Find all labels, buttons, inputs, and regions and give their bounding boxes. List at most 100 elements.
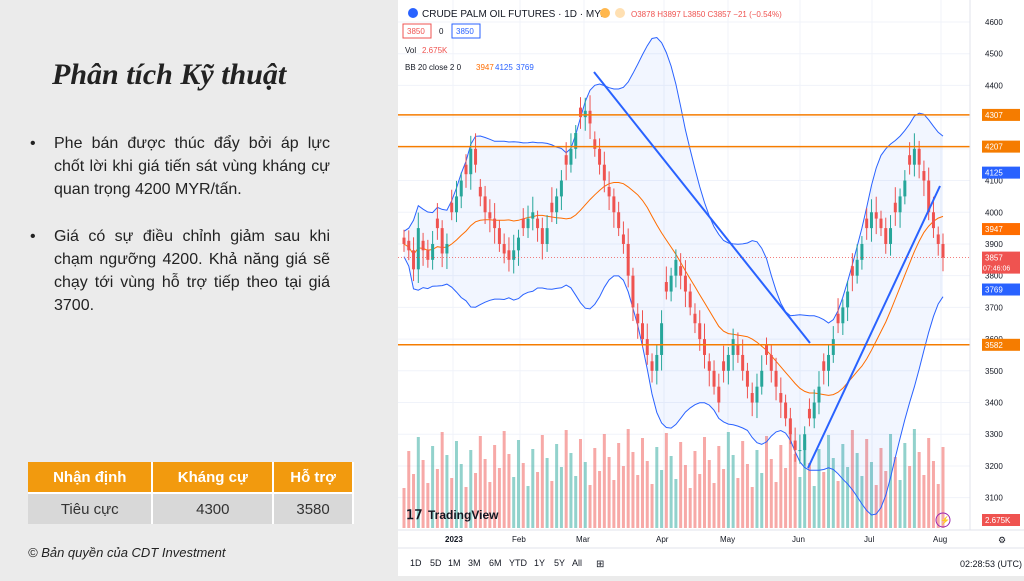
- candle-body: [889, 228, 893, 244]
- header-support: Hỗ trợ: [273, 462, 354, 493]
- bullet-dot-icon: •: [30, 135, 36, 152]
- date-range-icon[interactable]: ⊞: [596, 559, 604, 570]
- candle-body: [416, 228, 420, 270]
- price-tick-label: 3800: [985, 272, 1003, 281]
- candle-body: [769, 354, 773, 371]
- volume-bar: [407, 451, 411, 528]
- volume-bar: [536, 472, 540, 528]
- symbol-logo-icon: [408, 8, 418, 18]
- volume-bar: [874, 485, 878, 528]
- lightning-icon[interactable]: [935, 512, 951, 528]
- bb-upper-value: 4125: [495, 63, 513, 72]
- volume-bar: [459, 464, 463, 528]
- tradingview-logo-icon: 𝟣𝟩: [406, 507, 423, 522]
- timeframe-button-3m[interactable]: 3M: [468, 558, 481, 568]
- volume-bar: [822, 472, 826, 528]
- uptrend-line[interactable]: [807, 185, 941, 469]
- candle-body: [679, 266, 683, 276]
- timeframe-button-ytd[interactable]: YTD: [509, 558, 528, 568]
- price-tag-volume: [982, 514, 1020, 526]
- volume-bar: [526, 486, 530, 528]
- volume-bar: [617, 443, 621, 528]
- month-label: Jul: [864, 535, 874, 544]
- clock-readout: 02:28:53 (UTC): [960, 559, 1022, 569]
- timeframe-toolbar[interactable]: 1D 5D 1M 3M 6M YTD 1Y 5Y All: [410, 558, 582, 568]
- candle-body: [865, 218, 869, 229]
- volume-bar: [416, 437, 420, 528]
- timeframe-button-1m[interactable]: 1M: [448, 558, 461, 568]
- timeframe-button-6m[interactable]: 6M: [489, 558, 502, 568]
- market-status-icon: [600, 8, 610, 18]
- candle-body: [483, 196, 487, 213]
- candle-body: [707, 361, 711, 371]
- volume-bar: [869, 462, 873, 528]
- cell-outlook: Tiêu cực: [28, 492, 154, 524]
- volume-bar: [765, 436, 769, 528]
- price-tick-label: 3900: [985, 240, 1003, 249]
- candle-body: [779, 393, 783, 403]
- volume-bar: [507, 454, 511, 528]
- candle-body: [750, 393, 754, 403]
- price-tag-bbu: [982, 166, 1020, 179]
- candle-body: [664, 282, 668, 292]
- time-axis[interactable]: 2023 Feb Mar Apr May Jun Jul Aug: [445, 535, 947, 544]
- volume-bar: [927, 438, 931, 528]
- volume-bar: [493, 445, 497, 528]
- volume-bar: [440, 432, 444, 528]
- candle-body: [645, 339, 649, 355]
- price-tag-label: 3582: [985, 341, 1003, 350]
- price-tag-label: 4307: [985, 111, 1003, 120]
- settings-icon[interactable]: ⚙: [998, 535, 1006, 545]
- volume-bar: [655, 447, 659, 528]
- candle-body: [497, 228, 501, 244]
- delayed-data-icon: [615, 8, 625, 18]
- price-tag-label: 4207: [985, 143, 1003, 152]
- candle-body: [674, 259, 678, 276]
- symbol-title[interactable]: CRUDE PALM OIL FUTURES · 1D · MYX: [422, 9, 608, 20]
- volume-bar: [812, 486, 816, 528]
- volume-bar: [860, 476, 864, 528]
- volume-bar: [559, 467, 563, 528]
- chart-canvas[interactable]: CRUDE PALM OIL FUTURES · 1D · MYX O3878 …: [398, 0, 1024, 576]
- price-tag-time: 07:46:06: [983, 266, 1010, 273]
- candle-body: [559, 180, 563, 197]
- volume-bar: [683, 465, 687, 528]
- candle-body: [788, 418, 792, 435]
- price-tick-label: 3500: [985, 367, 1003, 376]
- timeframe-button-5y[interactable]: 5Y: [554, 558, 565, 568]
- volume-bar: [774, 482, 778, 528]
- candle-body: [703, 339, 707, 355]
- bb-lower-line: [403, 256, 944, 516]
- candle-body: [516, 237, 520, 251]
- timeframe-button-1y[interactable]: 1Y: [534, 558, 545, 568]
- price-tick-label: 3300: [985, 430, 1003, 439]
- timeframe-button-all[interactable]: All: [572, 558, 582, 568]
- candle-body: [407, 240, 411, 251]
- header-outlook: Nhận định: [28, 462, 154, 493]
- downtrend-line[interactable]: [593, 71, 811, 344]
- candle-body: [588, 110, 592, 124]
- price-tag-r4207: [982, 140, 1020, 153]
- volume-bar: [760, 473, 764, 528]
- volume-bar: [450, 478, 454, 528]
- candle-body: [574, 132, 578, 149]
- volume-bar: [827, 435, 831, 528]
- buy-button[interactable]: [451, 23, 481, 39]
- sell-button[interactable]: [402, 23, 432, 39]
- candle-body: [927, 180, 931, 213]
- price-tags: 4307 4207 4125 3947 3857 07:46:06 3769 3582 2.67…: [982, 108, 1020, 526]
- volume-bar: [841, 444, 845, 528]
- volume-bar: [912, 429, 916, 528]
- volume-bar: [779, 445, 783, 528]
- volume-bar: [703, 437, 707, 528]
- candle-body: [531, 212, 535, 219]
- candle-body: [903, 180, 907, 197]
- volume-bar: [784, 468, 788, 528]
- candle-body: [831, 339, 835, 355]
- ohlc-readout: O3878 H3897 L3850 C3857 −21 (−0.54%): [631, 10, 782, 19]
- volume-bar: [931, 461, 935, 528]
- timeframe-button-1d[interactable]: 1D: [410, 558, 422, 568]
- timeframe-button-5d[interactable]: 5D: [430, 558, 442, 568]
- tradingview-chart[interactable]: CRUDE PALM OIL FUTURES · 1D · MYX O3878 …: [398, 0, 1024, 576]
- candle-body: [784, 402, 788, 419]
